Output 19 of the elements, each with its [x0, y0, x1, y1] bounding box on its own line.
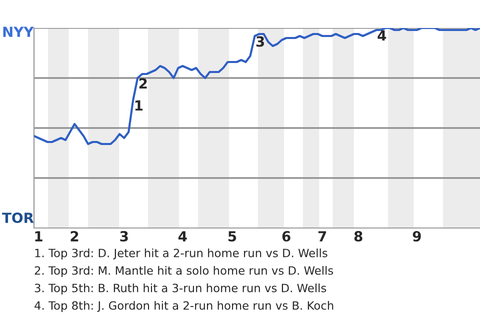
- x-tick-label: 9: [412, 231, 421, 242]
- text: 4. Top 8th: J. Gordon hit a 2-run home run vs B. Koch: [34, 300, 334, 312]
- text: TOR: [2, 212, 34, 224]
- x-tick-label: 3: [120, 231, 128, 242]
- x-tick-label: 8: [354, 231, 362, 242]
- annotation: 4: [378, 30, 386, 41]
- x-tick-label: 4: [178, 231, 187, 242]
- x-tick-label: 6: [282, 231, 290, 242]
- annotation: 2: [139, 78, 147, 89]
- text: 3. Top 5th: B. Ruth hit a 3-run home run vs D. Wells: [34, 283, 326, 295]
- x-tick-label: 2: [70, 231, 78, 242]
- annotation: 3: [256, 36, 264, 47]
- x-tick-label: 5: [228, 231, 236, 242]
- text: NYY: [3, 26, 34, 37]
- annotation: 1: [135, 100, 143, 111]
- text: 1. Top 3rd: D. Jeter hit a 2-run home run vs D. Wells: [35, 248, 328, 260]
- x-tick-label: 1: [35, 231, 42, 242]
- text: 2. Top 3rd: M. Mantle hit a solo home run vs D. Wells: [34, 266, 334, 278]
- x-tick-label: 7: [318, 231, 326, 242]
